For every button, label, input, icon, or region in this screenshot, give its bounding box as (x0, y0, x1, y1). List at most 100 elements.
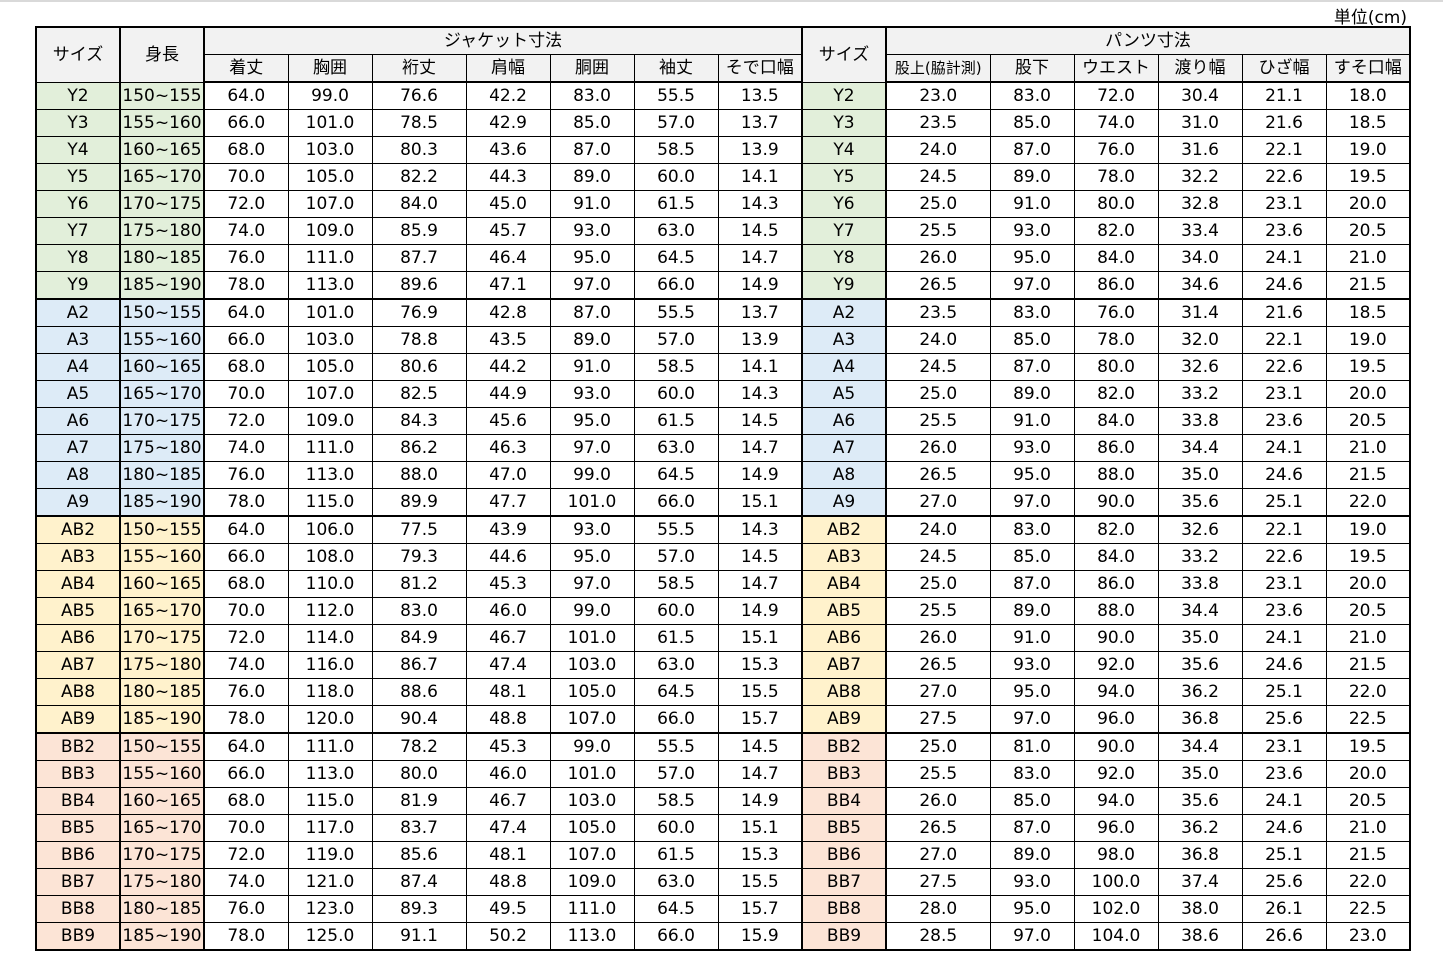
height-cell: 160~165 (119, 570, 205, 598)
pants-value-cell: 27.0 (885, 488, 991, 517)
jacket-value-cell: 105.0 (549, 678, 635, 706)
pants-value-cell: 94.0 (1073, 787, 1159, 815)
jacket-value-cell: 78.5 (371, 109, 467, 137)
pants-value-cell: 30.4 (1157, 81, 1243, 110)
height-cell: 155~160 (119, 326, 205, 354)
jacket-value-cell: 44.3 (465, 163, 551, 191)
jacket-value-cell: 14.9 (717, 461, 803, 489)
pants-value-cell: 33.8 (1157, 570, 1243, 598)
pants-value-cell: 93.0 (989, 868, 1075, 896)
jacket-value-cell: 86.2 (371, 434, 467, 462)
pants-value-cell: 20.0 (1325, 570, 1411, 598)
pants-value-cell: 83.0 (989, 515, 1075, 544)
pants-value-cell: 36.2 (1157, 678, 1243, 706)
pants-value-cell: 102.0 (1073, 895, 1159, 923)
height-cell: 180~185 (119, 895, 205, 923)
size-cell: Y3 (35, 109, 121, 137)
jacket-value-cell: 45.6 (465, 407, 551, 435)
table-row: Y9 185~190 78.0 113.0 89.6 47.1 97.0 66.0 14.9 Y9… (35, 271, 1411, 300)
size-cell: BB9 (35, 922, 121, 951)
pants-value-cell: 89.0 (989, 380, 1075, 408)
pants-value-cell: 89.0 (989, 841, 1075, 869)
pants-value-cell: 88.0 (1073, 597, 1159, 625)
jacket-value-cell: 115.0 (287, 488, 373, 517)
jacket-value-cell: 82.2 (371, 163, 467, 191)
jacket-value-cell: 97.0 (549, 271, 635, 300)
pants-value-cell: 26.6 (1241, 922, 1327, 951)
height-cell: 180~185 (119, 244, 205, 272)
pants-value-cell: 94.0 (1073, 678, 1159, 706)
pants-value-cell: 88.0 (1073, 461, 1159, 489)
height-cell: 170~175 (119, 190, 205, 218)
pants-value-cell: 21.0 (1325, 244, 1411, 272)
jacket-col-header: 袖丈 (633, 54, 719, 83)
table-row: Y3 155~160 66.0 101.0 78.5 42.9 85.0 57.0 13.7 Y3… (35, 109, 1411, 137)
pants-value-cell: 80.0 (1073, 353, 1159, 381)
jacket-value-cell: 15.3 (717, 841, 803, 869)
jacket-value-cell: 88.6 (371, 678, 467, 706)
height-cell: 150~155 (119, 515, 205, 544)
jacket-value-cell: 15.7 (717, 705, 803, 734)
pants-value-cell: 83.0 (989, 298, 1075, 327)
pants-value-cell: 81.0 (989, 732, 1075, 761)
pants-value-cell: 20.5 (1325, 407, 1411, 435)
jacket-value-cell: 101.0 (287, 109, 373, 137)
jacket-value-cell: 58.5 (633, 353, 719, 381)
pants-value-cell: 87.0 (989, 814, 1075, 842)
pants-value-cell: 21.0 (1325, 814, 1411, 842)
pants-value-cell: 93.0 (989, 217, 1075, 245)
pants-value-cell: 25.5 (885, 407, 991, 435)
jacket-value-cell: 103.0 (549, 787, 635, 815)
jacket-value-cell: 14.9 (717, 597, 803, 625)
pants-value-cell: 25.5 (885, 597, 991, 625)
jacket-value-cell: 103.0 (549, 651, 635, 679)
pants-col-header: 股下 (989, 54, 1075, 83)
pants-value-cell: 22.1 (1241, 326, 1327, 354)
jacket-value-cell: 99.0 (549, 461, 635, 489)
pants-value-cell: 35.6 (1157, 488, 1243, 517)
pants-value-cell: 84.0 (1073, 543, 1159, 571)
jacket-value-cell: 44.9 (465, 380, 551, 408)
jacket-value-cell: 80.6 (371, 353, 467, 381)
size-cell: AB3 (35, 543, 121, 571)
pants-value-cell: 38.6 (1157, 922, 1243, 951)
jacket-value-cell: 14.1 (717, 353, 803, 381)
pants-value-cell: 35.6 (1157, 651, 1243, 679)
pants-value-cell: 24.6 (1241, 271, 1327, 300)
table-row: AB8 180~185 76.0 118.0 88.6 48.1 105.0 64.5 15.5… (35, 678, 1411, 706)
size-cell: Y7 (35, 217, 121, 245)
jacket-value-cell: 64.0 (203, 298, 289, 327)
jacket-value-cell: 76.6 (371, 81, 467, 110)
jacket-value-cell: 78.0 (203, 271, 289, 300)
jacket-value-cell: 110.0 (287, 570, 373, 598)
pants-value-cell: 24.0 (885, 326, 991, 354)
pants-value-cell: 33.4 (1157, 217, 1243, 245)
pants-value-cell: 25.5 (885, 217, 991, 245)
jacket-value-cell: 99.0 (287, 81, 373, 110)
pants-size-cell: BB2 (801, 732, 887, 761)
pants-value-cell: 95.0 (989, 678, 1075, 706)
unit-label: 単位(cm) (1333, 8, 1407, 28)
pants-value-cell: 76.0 (1073, 298, 1159, 327)
jacket-value-cell: 89.9 (371, 488, 467, 517)
pants-value-cell: 21.1 (1241, 81, 1327, 110)
pants-value-cell: 85.0 (989, 787, 1075, 815)
pants-size-cell: A6 (801, 407, 887, 435)
pants-size-cell: BB8 (801, 895, 887, 923)
pants-size-cell: BB3 (801, 760, 887, 788)
pants-value-cell: 23.5 (885, 109, 991, 137)
pants-value-cell: 26.5 (885, 461, 991, 489)
pants-value-cell: 18.0 (1325, 81, 1411, 110)
jacket-value-cell: 93.0 (549, 217, 635, 245)
pants-value-cell: 25.0 (885, 380, 991, 408)
size-cell: A6 (35, 407, 121, 435)
pants-value-cell: 74.0 (1073, 109, 1159, 137)
height-cell: 160~165 (119, 353, 205, 381)
pants-value-cell: 84.0 (1073, 244, 1159, 272)
jacket-value-cell: 118.0 (287, 678, 373, 706)
pants-value-cell: 91.0 (989, 624, 1075, 652)
jacket-value-cell: 61.5 (633, 407, 719, 435)
jacket-value-cell: 83.7 (371, 814, 467, 842)
jacket-value-cell: 108.0 (287, 543, 373, 571)
jacket-value-cell: 74.0 (203, 434, 289, 462)
